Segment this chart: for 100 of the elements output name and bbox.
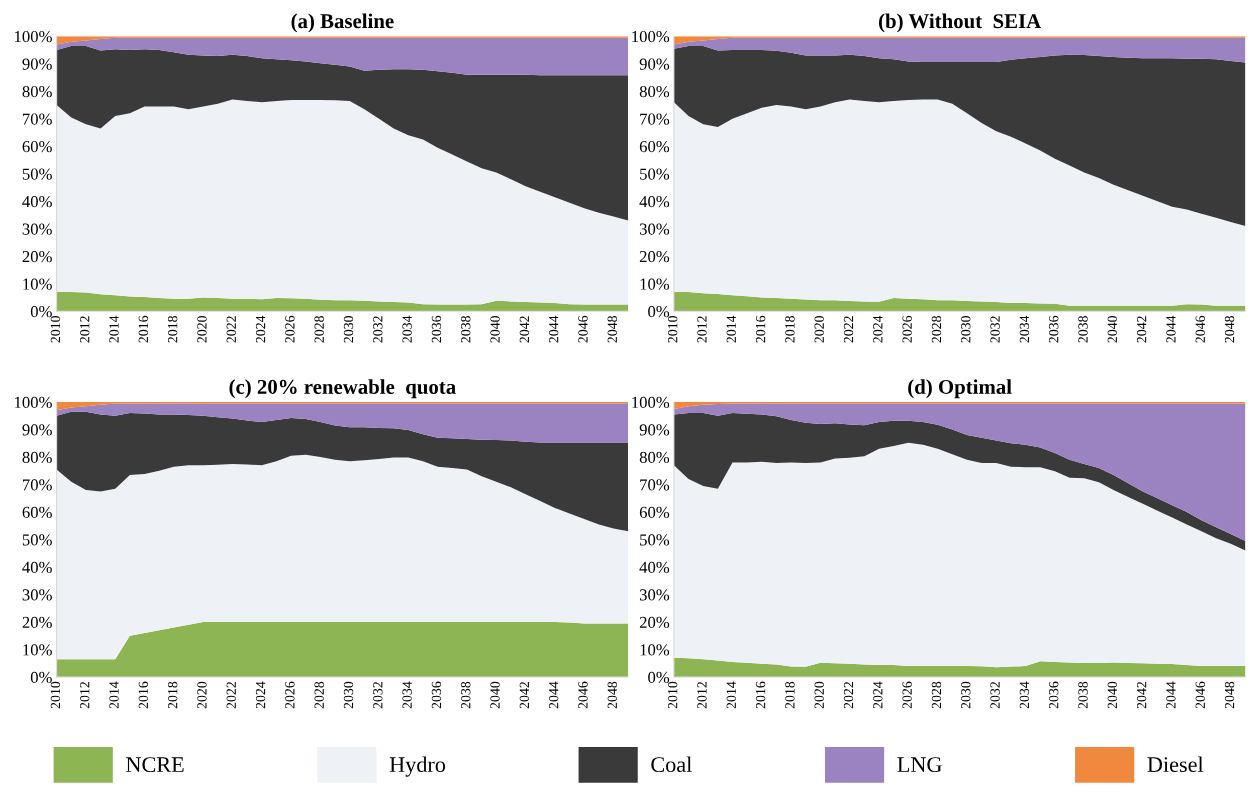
x-tick-label: 2024 (873, 315, 883, 343)
x-tick-label: 2028 (314, 681, 324, 709)
y-tick-label: 20% (639, 250, 670, 263)
x-tick-label: 2016 (755, 681, 766, 709)
y-tick-label: 0% (30, 671, 52, 684)
x-tick-label: 2028 (931, 315, 942, 343)
x-tick-label: 2048 (607, 681, 617, 709)
x-tick-label: 2042 (519, 316, 530, 343)
y-tick-label: 10% (640, 644, 670, 656)
x-tick-label: 2028 (314, 315, 324, 343)
y-tick-label: 10% (640, 278, 670, 290)
x-tick-label: 2040 (1107, 681, 1117, 709)
y-tick-label: 30% (639, 223, 670, 235)
x-tick-label: 2028 (931, 681, 942, 709)
y-tick-label: 90% (639, 424, 670, 436)
x-tick-label: 2044 (548, 315, 559, 343)
x-tick-label: 2048 (1224, 315, 1235, 343)
y-tick-label: 70% (640, 479, 670, 491)
x-tick-label: 2010 (667, 681, 678, 709)
y-tick-label: 100% (632, 30, 670, 43)
x-tick-label: 2030 (343, 681, 354, 709)
y-tick-label: 10% (23, 644, 52, 656)
y-tick-label: 90% (22, 58, 52, 70)
y-tick-label: 50% (640, 168, 670, 180)
x-tick-label: 2018 (167, 315, 178, 343)
y-tick-label: 60% (639, 140, 670, 153)
x-tick-label: 2014 (109, 681, 119, 709)
y-tick-label: 30% (22, 589, 52, 601)
x-tick-label: 2038 (461, 681, 471, 709)
y-tick-label: 80% (22, 451, 52, 464)
y-tick-label: 100% (15, 396, 52, 409)
x-tick-label: 2026 (285, 681, 295, 709)
chart-title: (a) Baseline (291, 13, 394, 33)
x-tick-label: 2034 (402, 315, 412, 343)
x-tick-label: 2036 (1049, 315, 1059, 343)
x-tick-label: 2024 (255, 681, 266, 709)
y-tick-label: 90% (639, 58, 670, 70)
y-tick-label: 80% (639, 451, 670, 464)
x-tick-label: 2032 (990, 681, 1000, 709)
x-tick-label: 2024 (873, 681, 883, 709)
x-tick-label: 2012 (80, 681, 90, 709)
x-tick-label: 2014 (109, 315, 119, 343)
legend-label: Coal (651, 756, 692, 773)
y-tick-label: 50% (22, 168, 52, 180)
x-tick-label: 2038 (461, 315, 471, 343)
x-tick-label: 2038 (1078, 681, 1088, 709)
x-tick-label: 2016 (138, 681, 149, 709)
x-tick-label: 2042 (1136, 681, 1147, 709)
x-tick-label: 2012 (697, 681, 707, 709)
y-tick-label: 20% (22, 250, 52, 263)
x-tick-label: 2030 (343, 315, 354, 343)
y-tick-label: 70% (22, 113, 52, 125)
x-tick-label: 2032 (373, 681, 383, 709)
y-tick-label: 100% (632, 396, 670, 409)
x-tick-label: 2048 (607, 315, 617, 343)
y-tick-label: 40% (639, 195, 670, 208)
y-tick-label: 10% (23, 278, 52, 290)
x-tick-label: 2048 (1224, 681, 1235, 709)
x-tick-label: 2014 (726, 681, 736, 709)
y-tick-label: 90% (22, 424, 52, 436)
x-tick-label: 2022 (226, 316, 236, 343)
y-tick-label: 20% (22, 616, 52, 629)
x-tick-label: 2032 (990, 316, 1000, 343)
x-tick-label: 2016 (138, 315, 149, 343)
x-tick-label: 2030 (961, 315, 971, 343)
y-tick-label: 70% (640, 113, 670, 125)
y-tick-label: 0% (648, 305, 670, 318)
x-tick-label: 2034 (402, 681, 412, 709)
x-tick-label: 2044 (1166, 315, 1176, 343)
x-tick-label: 2014 (726, 315, 736, 343)
x-tick-label: 2020 (197, 315, 207, 343)
y-tick-label: 30% (639, 589, 670, 601)
x-tick-label: 2044 (548, 681, 559, 709)
x-tick-label: 2046 (578, 681, 588, 709)
x-tick-label: 2042 (1136, 316, 1147, 343)
x-tick-label: 2036 (431, 315, 442, 343)
x-tick-label: 2044 (1166, 681, 1176, 709)
x-tick-label: 2026 (285, 315, 295, 343)
x-tick-label: 2026 (902, 315, 912, 343)
x-tick-label: 2012 (80, 316, 90, 343)
legend-label: Diesel (1147, 756, 1204, 773)
x-tick-label: 2038 (1078, 315, 1088, 343)
y-tick-label: 80% (22, 85, 52, 98)
y-tick-label: 100% (15, 30, 52, 43)
x-tick-label: 2036 (1049, 681, 1059, 709)
y-tick-label: 60% (22, 140, 52, 153)
x-tick-label: 2010 (50, 681, 61, 709)
x-tick-label: 2018 (167, 681, 178, 709)
y-tick-label: 40% (22, 195, 52, 208)
y-tick-label: 60% (639, 506, 670, 519)
y-tick-label: 50% (22, 534, 52, 546)
y-tick-label: 40% (639, 561, 670, 574)
x-tick-label: 2022 (226, 681, 236, 709)
y-tick-label: 60% (22, 506, 52, 519)
y-tick-label: 80% (639, 85, 670, 98)
chart-title: (c) 20% renewable quota (229, 379, 456, 399)
x-tick-label: 2022 (843, 316, 854, 343)
y-tick-label: 70% (22, 479, 52, 491)
x-tick-label: 2024 (255, 315, 266, 343)
x-tick-label: 2040 (1107, 315, 1117, 343)
